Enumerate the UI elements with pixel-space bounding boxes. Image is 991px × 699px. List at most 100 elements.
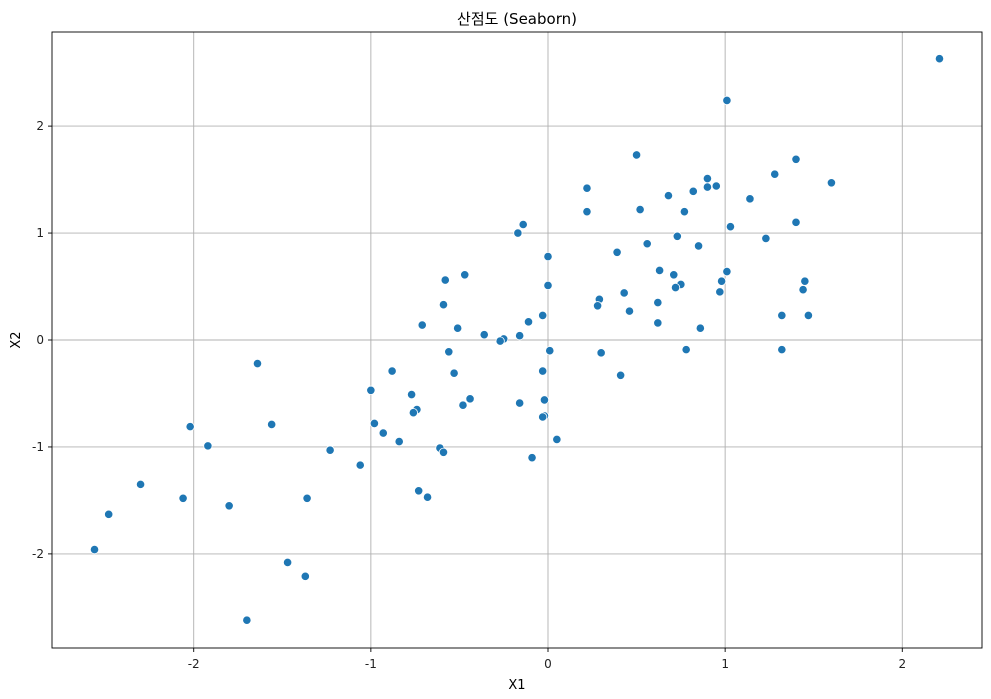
- scatter-point: [592, 301, 603, 311]
- scatter-point: [716, 276, 727, 286]
- scatter-point: [495, 336, 505, 346]
- scatter-point: [185, 422, 195, 432]
- scatter-point: [596, 348, 606, 358]
- scatter-point: [543, 280, 553, 291]
- scatter-point: [777, 310, 787, 321]
- x-tick-label: 2: [898, 657, 906, 671]
- scatter-point: [465, 394, 475, 404]
- scatter-point: [826, 178, 837, 188]
- scatter-point: [543, 251, 553, 262]
- scatter-point: [300, 571, 310, 581]
- scatter-point: [642, 239, 652, 249]
- scatter-point: [252, 358, 263, 369]
- scatter-point: [777, 345, 787, 355]
- scatter-point: [582, 207, 592, 217]
- scatter-point: [538, 310, 548, 321]
- scatter-point: [178, 493, 188, 503]
- x-tick-label: 0: [544, 657, 552, 671]
- scatter-point: [366, 385, 376, 395]
- scatter-point: [378, 428, 388, 438]
- scatter-point: [449, 368, 459, 378]
- scatter-point: [688, 186, 698, 196]
- x-tick-label: -1: [365, 657, 377, 671]
- x-tick-label: 1: [721, 657, 729, 671]
- scatter-point: [679, 207, 690, 217]
- scatter-point: [722, 95, 732, 106]
- scatter-point: [631, 150, 642, 160]
- scatter-point: [267, 419, 277, 430]
- scatter-point: [282, 557, 293, 568]
- scatter-point: [612, 247, 622, 257]
- scatter-point: [582, 183, 592, 193]
- scatter-point: [417, 320, 427, 330]
- x-tick-label: -2: [188, 657, 200, 671]
- scatter-point: [394, 436, 404, 447]
- scatter-point: [302, 493, 312, 503]
- scatter-point: [711, 181, 721, 191]
- scatter-point: [725, 222, 736, 232]
- scatter-point: [791, 154, 801, 164]
- y-tick-label: 0: [36, 333, 44, 347]
- scatter-point: [414, 486, 424, 496]
- scatter-point: [369, 418, 379, 429]
- scatter-point: [438, 447, 449, 457]
- scatter-point: [527, 453, 537, 463]
- scatter-point: [408, 408, 418, 418]
- scatter-point: [761, 233, 771, 244]
- scatter-point: [715, 287, 725, 297]
- ticks-layer: -2 -1 0 1 2 -2 -1 0 1 2: [32, 119, 906, 671]
- scatter-point: [458, 400, 468, 410]
- scatter-point: [453, 323, 463, 333]
- scatter-point: [770, 169, 780, 179]
- scatter-point: [803, 310, 814, 321]
- scatter-point: [616, 370, 626, 380]
- y-axis-label: X2: [9, 331, 24, 348]
- scatter-point: [538, 366, 548, 376]
- scatter-point: [934, 54, 945, 64]
- scatter-point: [619, 288, 629, 298]
- scatter-point: [800, 276, 810, 286]
- scatter-point: [552, 434, 562, 445]
- chart-title: 산점도 (Seaborn): [457, 10, 577, 28]
- scatter-point: [89, 545, 100, 555]
- scatter-point: [406, 389, 417, 400]
- scatter-point: [460, 270, 470, 280]
- y-tick-label: -1: [32, 440, 44, 454]
- scatter-point: [444, 347, 454, 357]
- scatter-point: [325, 445, 335, 455]
- points-layer: [89, 54, 945, 625]
- scatter-point: [635, 204, 645, 215]
- scatter-point: [513, 228, 523, 238]
- y-tick-label: 2: [36, 119, 44, 133]
- scatter-point: [702, 173, 713, 184]
- scatter-point: [539, 395, 550, 405]
- grid-layer: [52, 32, 982, 648]
- scatter-point: [515, 331, 525, 341]
- scatter-point: [479, 330, 489, 340]
- scatter-point: [745, 194, 755, 204]
- scatter-point: [440, 275, 450, 285]
- scatter-point: [518, 219, 528, 230]
- scatter-point: [722, 266, 732, 277]
- scatter-point: [387, 366, 397, 376]
- scatter-point: [798, 285, 808, 295]
- x-axis-label: X1: [508, 678, 525, 693]
- scatter-point: [654, 265, 665, 276]
- scatter-point: [422, 492, 433, 502]
- scatter-point: [681, 345, 691, 355]
- scatter-point: [695, 323, 705, 333]
- scatter-point: [670, 282, 681, 293]
- y-tick-label: -2: [32, 547, 44, 561]
- scatter-point: [224, 501, 234, 511]
- scatter-point: [203, 441, 213, 451]
- scatter-point: [791, 217, 801, 227]
- scatter-point: [242, 615, 252, 625]
- scatter-point: [538, 412, 548, 422]
- scatter-point: [653, 318, 663, 328]
- scatter-point: [438, 300, 449, 310]
- scatter-point: [104, 509, 114, 519]
- scatter-point: [515, 398, 525, 408]
- scatter-point: [663, 191, 674, 201]
- scatter-point: [355, 460, 365, 470]
